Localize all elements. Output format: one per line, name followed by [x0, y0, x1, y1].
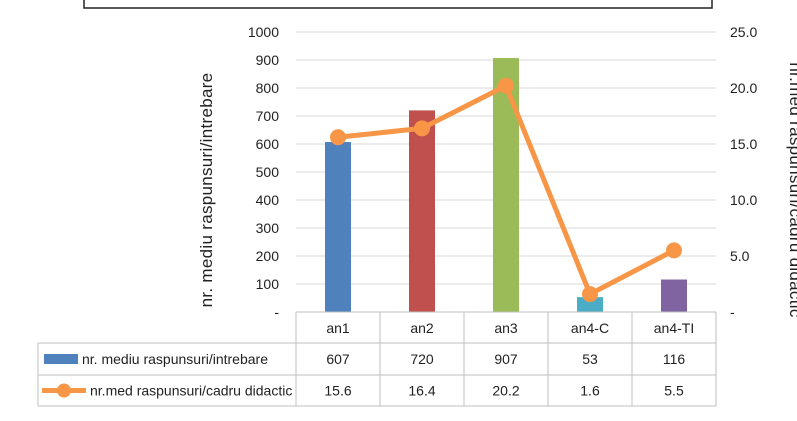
left-axis: - 100 200 300 400 500 600 700 800 900 1000: [248, 24, 279, 320]
bar-an3: [493, 58, 519, 312]
line-point-an2: [414, 120, 430, 137]
right-tick-label: 25.0: [730, 24, 757, 40]
left-tick-label: 300: [256, 220, 280, 236]
bar-value-cell: 116: [663, 351, 686, 367]
left-tick-label: 200: [256, 248, 280, 264]
line-value-cell: 5.5: [664, 383, 684, 399]
left-tick-label: 500: [256, 164, 280, 180]
line-point-an4-C: [582, 286, 598, 303]
left-tick-label: 800: [256, 80, 280, 96]
bar-an2: [409, 110, 435, 313]
left-axis-title: nr. mediu raspunsuri/intrebare: [197, 73, 216, 308]
category-label: an2: [410, 320, 434, 336]
bar-value-cell: 907: [494, 351, 518, 367]
left-tick-label: 900: [256, 52, 280, 68]
line-point-an1: [330, 129, 346, 146]
right-axis-title: nr.med raspunsuri/cadru didactic: [786, 62, 797, 317]
left-tick-label: 100: [256, 276, 280, 292]
right-tick-label: -: [730, 304, 735, 320]
right-tick-label: 10.0: [730, 192, 757, 208]
right-tick-label: 15.0: [730, 136, 757, 152]
legend-key-bar: [44, 354, 78, 364]
left-tick-label: 400: [256, 192, 280, 208]
data-table: an1 an2 an3 an4-C an4-TI nr. mediu raspunsuri…: [37, 311, 717, 407]
right-tick-label: 5.0: [730, 248, 750, 264]
line-value-cell: 1.6: [580, 383, 600, 399]
line-point-an3: [498, 77, 514, 94]
line-value-cell: 16.4: [408, 383, 435, 399]
line-value-cell: 20.2: [492, 383, 519, 399]
category-label: an4-C: [571, 320, 609, 336]
bar-series: [325, 58, 687, 313]
left-tick-label: -: [274, 304, 279, 320]
bar-value-cell: 720: [410, 351, 434, 367]
category-label: an4-TI: [654, 320, 694, 336]
bar-value-cell: 607: [326, 351, 350, 367]
title-frame: [83, 0, 713, 9]
legend-label-line: nr.med raspunsuri/cadru didactic: [90, 383, 292, 399]
right-tick-label: 20.0: [730, 80, 757, 96]
right-axis: - 5.0 10.0 15.0 20.0 25.0: [730, 24, 757, 320]
left-tick-label: 700: [256, 108, 280, 124]
legend-key-marker: [57, 383, 71, 398]
bar-an1: [325, 142, 351, 312]
category-label: an3: [494, 320, 518, 336]
bar-value-cell: 53: [582, 351, 598, 367]
line-point-an4-TI: [666, 242, 682, 259]
left-tick-label: 1000: [248, 24, 279, 40]
category-label: an1: [326, 320, 350, 336]
bar-an4-TI: [661, 279, 687, 312]
left-tick-label: 600: [256, 136, 280, 152]
bar-an4-C: [577, 297, 603, 312]
line-series: [330, 77, 682, 303]
legend-label-bar: nr. mediu raspunsuri/intrebare: [82, 351, 268, 367]
line-value-cell: 15.6: [324, 383, 351, 399]
